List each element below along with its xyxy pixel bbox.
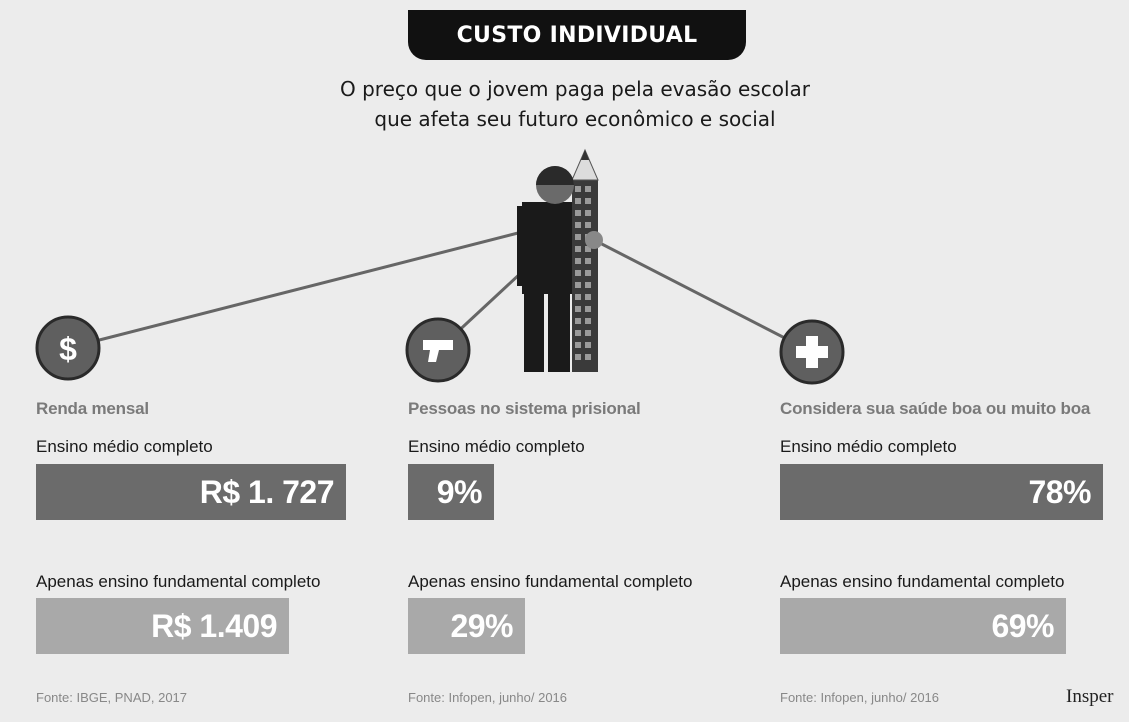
- panel-prison-bar-elementary: 29%: [408, 598, 525, 654]
- panel-income-bar-elementary: R$ 1.409: [36, 598, 289, 654]
- panel-income-bar-high-school: R$ 1. 727: [36, 464, 346, 520]
- panel-health-label-2: Apenas ensino fundamental completo: [780, 572, 1065, 591]
- panel-income-label-2: Apenas ensino fundamental completo: [36, 572, 321, 591]
- subtitle-line-1: O preço que o jovem paga pela evasão esc…: [340, 77, 810, 101]
- subtitle: O preço que o jovem paga pela evasão esc…: [250, 74, 900, 134]
- panel-prison-bar-high-school: 9%: [408, 464, 494, 520]
- connector-line-income: [67, 230, 523, 350]
- gun-icon: [405, 317, 471, 383]
- connector-line-health: [593, 238, 813, 354]
- panel-prison-source: Fonte: Infopen, junho/ 2016: [408, 690, 568, 705]
- panel-prison-label-1: Ensino médio completo: [408, 437, 585, 456]
- panel-prison-title: Pessoas no sistema prisional: [408, 399, 641, 418]
- health-cross-icon: [779, 319, 845, 385]
- panel-prison-label-2: Apenas ensino fundamental completo: [408, 572, 693, 591]
- panel-health-source: Fonte: Infopen, junho/ 2016: [780, 690, 940, 705]
- dollar-icon: $: [35, 315, 101, 381]
- panel-health-bar-elementary: 69%: [780, 598, 1066, 654]
- panel-income-source: Fonte: IBGE, PNAD, 2017: [36, 690, 188, 705]
- student-pencil-illustration: [517, 148, 603, 372]
- header-title: CUSTO INDIVIDUAL: [408, 10, 746, 60]
- panel-health-title: Considera sua saúde boa ou muito boa: [780, 399, 1091, 418]
- panel-health-bar-high-school: 78%: [780, 464, 1103, 520]
- panel-income-label-1: Ensino médio completo: [36, 437, 213, 456]
- panel-income-title: Renda mensal: [36, 399, 149, 418]
- subtitle-line-2: que afeta seu futuro econômico e social: [374, 107, 776, 131]
- insper-logo: Insper: [1066, 686, 1114, 707]
- svg-text:$: $: [59, 331, 77, 367]
- panel-health-label-1: Ensino médio completo: [780, 437, 957, 456]
